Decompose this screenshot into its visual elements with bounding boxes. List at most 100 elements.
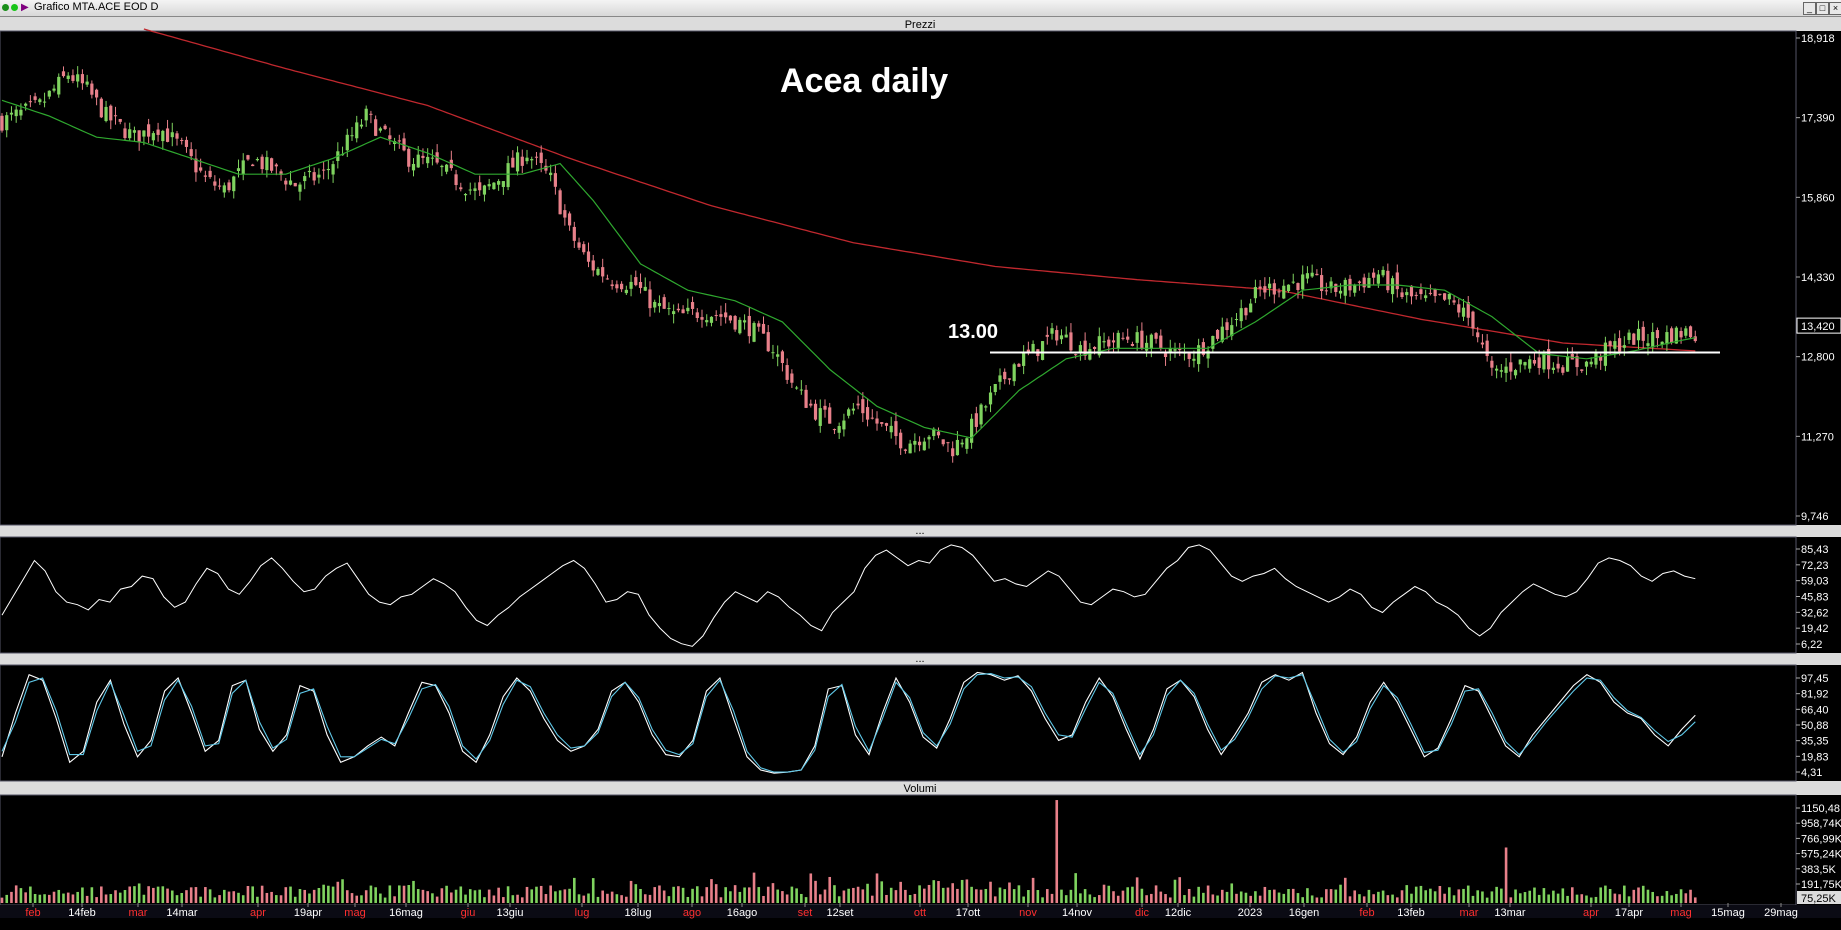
candle-body [1040, 341, 1045, 360]
candle-body [430, 157, 435, 159]
candle-body [1277, 291, 1281, 293]
candle-body [331, 164, 335, 175]
stoch-y-tick-label: 19,83 [1801, 751, 1829, 763]
volume-bar [1168, 897, 1172, 903]
candle-body [676, 308, 680, 311]
candle-body [1641, 326, 1645, 341]
candle-body [534, 156, 539, 158]
candle-body [974, 413, 978, 427]
volume-bar [809, 873, 813, 903]
volume-bar [667, 896, 671, 903]
candle-body [1655, 330, 1660, 339]
volume-bar [180, 892, 184, 903]
candle-body [880, 422, 884, 424]
volume-bar [979, 889, 983, 903]
volume-bar [194, 887, 198, 903]
volume-bar [738, 891, 742, 903]
volume-bar [1343, 877, 1347, 903]
candle-body [818, 408, 822, 426]
candle-body [828, 407, 832, 424]
candle-body [1608, 341, 1612, 346]
volume-bar [137, 883, 141, 903]
volume-bar [1504, 847, 1508, 903]
volume-bar [1438, 886, 1442, 903]
volume-bar [1660, 895, 1664, 903]
volume-bar [800, 893, 803, 903]
candle-body [1126, 336, 1130, 340]
volume-bar [1022, 896, 1025, 903]
volume-bar [828, 876, 832, 903]
volume-bar [1041, 897, 1044, 903]
candle-body [908, 443, 912, 454]
volume-y-tick-label: 1150,48 [1801, 803, 1840, 815]
candle-body [1660, 341, 1664, 345]
candle-body [1584, 361, 1589, 367]
candle-body [1438, 293, 1442, 295]
candle-body [0, 115, 4, 131]
candle-body [591, 260, 595, 271]
candle-body [1107, 339, 1111, 347]
maximize-button[interactable]: □ [1816, 2, 1829, 15]
candle-body [1372, 272, 1376, 278]
candle-body [1225, 322, 1229, 331]
rsi-layer [1, 544, 1696, 647]
candle-body [1400, 292, 1404, 298]
sma-short-layer [1, 99, 1696, 439]
rsi-frame [0, 536, 1797, 654]
candle-body [1528, 359, 1532, 369]
minimize-button[interactable]: _ [1803, 2, 1816, 15]
candle-body [624, 289, 628, 294]
play-icon[interactable]: ▶ [21, 2, 29, 13]
volume-bar [956, 888, 959, 903]
status-lightgreen-icon [11, 4, 18, 11]
candle-body [889, 425, 893, 433]
candle-body [643, 286, 647, 291]
candle-body [1551, 367, 1555, 370]
volume-bar [1107, 885, 1111, 903]
rsi-line [1, 544, 1696, 647]
candle-body [1074, 354, 1078, 356]
volume-bar [1419, 885, 1423, 903]
x-tick-label: 19apr [294, 907, 322, 919]
candle-body [1622, 345, 1626, 348]
volume-bar [1608, 888, 1612, 903]
candle-body [1192, 358, 1196, 361]
volume-bar [989, 881, 992, 903]
candle-body [847, 409, 851, 416]
volume-bar [568, 888, 571, 903]
chart-title: Acea daily [780, 62, 949, 100]
candle-body [634, 277, 638, 286]
volume-bar [705, 887, 709, 903]
volume-bar [823, 889, 827, 903]
candle-body [104, 106, 108, 122]
candle-body [1334, 283, 1338, 292]
volume-bar [1050, 893, 1054, 903]
volume-bar [899, 881, 902, 903]
candle-body [620, 283, 624, 290]
volume-bar [454, 889, 458, 903]
candle-body [5, 115, 9, 131]
candle-body [1159, 335, 1163, 349]
volume-bar [43, 894, 46, 903]
volume-bar [1377, 891, 1380, 903]
candle-body [411, 163, 416, 171]
volume-bar [1641, 885, 1645, 903]
candle-body [1518, 359, 1522, 365]
candle-body [260, 156, 264, 170]
window-title: Grafico MTA.ACE EOD D [34, 1, 159, 13]
close-button[interactable]: × [1829, 2, 1841, 15]
candle-body [936, 431, 941, 436]
volume-bar [1552, 890, 1555, 903]
volume-bar [861, 889, 865, 903]
candle-body [118, 118, 122, 122]
x-tick-label: 14feb [68, 907, 96, 919]
volume-bar [1646, 889, 1650, 903]
volume-bar [1273, 889, 1276, 903]
volume-bar [1334, 889, 1338, 903]
candle-body [1537, 357, 1541, 368]
volume-bar [1131, 886, 1134, 903]
volume-bar [1254, 891, 1257, 903]
volume-bar [554, 891, 557, 903]
volume-y-tick-label: 383,5K [1801, 864, 1837, 876]
